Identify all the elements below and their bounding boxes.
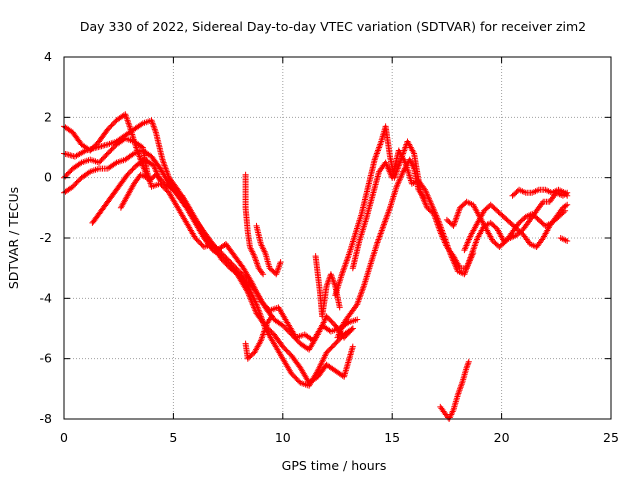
y-tick-label: -6 xyxy=(40,351,53,366)
x-axis-label: GPS time / hours xyxy=(282,458,387,473)
marker-trail xyxy=(437,358,472,422)
x-tick-label: 20 xyxy=(494,430,510,445)
marker-trail xyxy=(509,186,571,199)
series-track-e xyxy=(89,156,164,226)
x-tick-label: 25 xyxy=(603,430,619,445)
y-tick-label: 4 xyxy=(44,49,52,64)
series-track-h xyxy=(242,171,267,278)
x-tick-label: 15 xyxy=(384,430,400,445)
marker-trail xyxy=(349,147,571,278)
y-tick-label: -4 xyxy=(40,290,53,305)
series-track-f xyxy=(117,171,151,211)
series-track-p xyxy=(509,186,571,199)
series-track-g xyxy=(242,313,275,362)
x-tick-label: 0 xyxy=(60,430,68,445)
marker-trail xyxy=(557,235,571,244)
marker-trail xyxy=(443,198,569,250)
x-tick-label: 5 xyxy=(169,430,177,445)
marker-trail xyxy=(242,313,275,362)
series-track-i xyxy=(253,222,284,278)
series-track-m xyxy=(349,147,571,278)
y-tick-label: 2 xyxy=(44,109,52,124)
marker-trail xyxy=(242,171,267,278)
marker-trail xyxy=(89,156,164,226)
series-track-o xyxy=(443,198,569,250)
series-track-r xyxy=(437,358,472,422)
series-track-q xyxy=(557,235,571,244)
marker-trail xyxy=(117,171,151,211)
y-tick-label: -2 xyxy=(40,230,52,245)
grid-lines xyxy=(64,57,611,419)
series-track-l xyxy=(332,123,477,299)
x-tick-label: 10 xyxy=(275,430,291,445)
y-axis-label: SDTVAR / TECUs xyxy=(6,187,21,289)
y-tick-label: 0 xyxy=(44,170,52,185)
y-tick-label: -8 xyxy=(40,411,53,426)
chart-title: Day 330 of 2022, Sidereal Day-to-day VTE… xyxy=(80,19,586,34)
marker-trail xyxy=(332,123,477,299)
axis-ticks: 0 5 10 15 20 25 -8 -6 -4 -2 0 2 4 xyxy=(40,49,619,445)
data-points xyxy=(61,111,571,422)
marker-trail xyxy=(253,222,284,278)
